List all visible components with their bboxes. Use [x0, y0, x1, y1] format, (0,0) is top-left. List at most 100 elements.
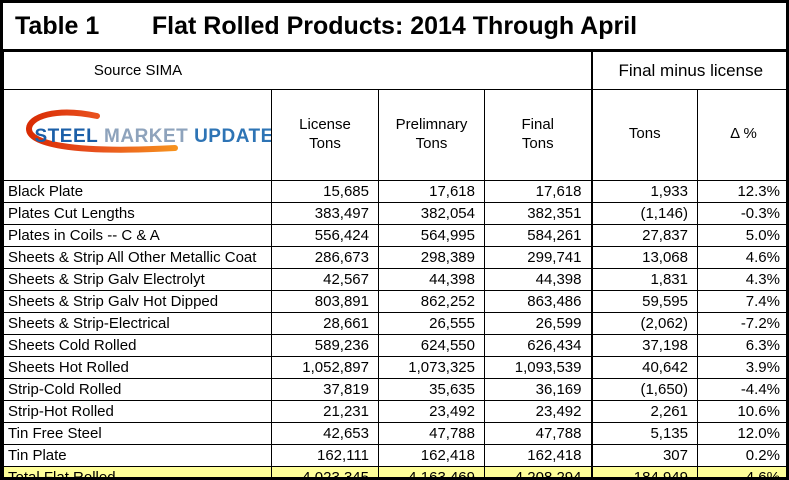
page-title: Flat Rolled Products: 2014 Through April	[151, 11, 638, 40]
final-minus-license-tons-cell: 27,837	[590, 223, 698, 247]
final-minus-license-tons-cell: 5,135	[590, 421, 698, 445]
subheader-row: Source SIMA Final minus license	[3, 51, 786, 90]
product-name-cell: Black Plate	[3, 179, 272, 203]
license-tons-cell: 21,231	[271, 399, 379, 423]
delta-percent-cell: 4.6%	[697, 245, 786, 269]
product-name-cell: Sheets & Strip-Electrical	[3, 311, 272, 335]
license-tons-cell: 28,661	[271, 311, 379, 335]
product-name-cell: Sheets Hot Rolled	[3, 355, 272, 379]
final-minus-license-tons-cell: (2,062)	[590, 311, 698, 335]
column-header-row: STEEL MARKET UPDATE License Tons Prelimn…	[3, 89, 786, 181]
product-name-cell: Sheets & Strip All Other Metallic Coat	[3, 245, 272, 269]
table-body: Black Plate 15,685 17,618 17,618 1,933 1…	[3, 179, 786, 477]
delta-percent-cell: 0.2%	[697, 443, 786, 467]
final-minus-license-tons-cell: 1,933	[590, 179, 698, 203]
preliminary-tons-cell: 44,398	[378, 267, 485, 291]
source-label: Source SIMA	[93, 62, 183, 79]
product-name-cell: Tin Free Steel	[3, 421, 272, 445]
preliminary-tons-cell: 862,252	[378, 289, 485, 313]
product-name-cell: Plates in Coils -- C & A	[3, 223, 272, 247]
final-minus-license-label: Final minus license	[590, 51, 786, 90]
table-row: Tin Plate 162,111 162,418 162,418 307 0.…	[3, 443, 786, 467]
product-name-cell: Sheets & Strip Galv Electrolyt	[3, 267, 272, 291]
final-tons-cell: 44,398	[484, 267, 592, 291]
table-row: Sheets Hot Rolled 1,052,897 1,073,325 1,…	[3, 355, 786, 379]
final-tons-cell: 1,093,539	[484, 355, 592, 379]
product-name-cell: Total Flat Rolled	[3, 465, 272, 477]
preliminary-tons-cell: 35,635	[378, 377, 485, 401]
preliminary-tons-cell: 382,054	[378, 201, 485, 225]
license-tons-cell: 803,891	[271, 289, 379, 313]
delta-percent-cell: 12.0%	[697, 421, 786, 445]
final-tons-cell: 47,788	[484, 421, 592, 445]
final-tons-cell: 36,169	[484, 377, 592, 401]
final-tons-cell: 4,208,294	[484, 465, 592, 477]
product-name-cell: Tin Plate	[3, 443, 272, 467]
final-minus-license-tons-cell: (1,146)	[590, 201, 698, 225]
final-tons-cell: 382,351	[484, 201, 592, 225]
license-tons-cell: 42,567	[271, 267, 379, 291]
logo-update: UPDATE	[194, 125, 272, 147]
logo-steel: STEEL	[34, 125, 99, 147]
preliminary-tons-cell: 564,995	[378, 223, 485, 247]
delta-percent-cell: 10.6%	[697, 399, 786, 423]
delta-percent-cell: 3.9%	[697, 355, 786, 379]
product-name-cell: Strip-Cold Rolled	[3, 377, 272, 401]
preliminary-tons-cell: 624,550	[378, 333, 485, 357]
final-minus-license-tons-cell: 13,068	[590, 245, 698, 269]
delta-percent-cell: -7.2%	[697, 311, 786, 335]
table-row: Total Flat Rolled 4,023,345 4,163,469 4,…	[3, 465, 786, 477]
final-minus-license-tons-cell: (1,650)	[590, 377, 698, 401]
product-name-cell: Sheets & Strip Galv Hot Dipped	[3, 289, 272, 313]
license-tons-cell: 42,653	[271, 421, 379, 445]
final-tons-cell: 626,434	[484, 333, 592, 357]
title-bar: Table 1 Flat Rolled Products: 2014 Throu…	[3, 3, 786, 51]
license-tons-cell: 15,685	[271, 179, 379, 203]
table-grid: Source SIMA Final minus license	[3, 51, 786, 477]
col-header-tons: Tons	[590, 89, 698, 181]
final-tons-cell: 17,618	[484, 179, 592, 203]
final-tons-cell: 23,492	[484, 399, 592, 423]
table-row: Strip-Cold Rolled 37,819 35,635 36,169 (…	[3, 377, 786, 401]
preliminary-tons-cell: 47,788	[378, 421, 485, 445]
product-name-cell: Plates Cut Lengths	[3, 201, 272, 225]
table-row: Sheets & Strip Galv Electrolyt 42,567 44…	[3, 267, 786, 291]
final-minus-license-tons-cell: 2,261	[590, 399, 698, 423]
final-tons-cell: 299,741	[484, 245, 592, 269]
table-row: Sheets & Strip Galv Hot Dipped 803,891 8…	[3, 289, 786, 313]
table-row: Black Plate 15,685 17,618 17,618 1,933 1…	[3, 179, 786, 203]
final-minus-license-tons-cell: 1,831	[590, 267, 698, 291]
delta-percent-cell: 4.6%	[697, 465, 786, 477]
logo-text: STEEL MARKET UPDATE	[34, 125, 272, 149]
final-tons-cell: 26,599	[484, 311, 592, 335]
logo-cell: STEEL MARKET UPDATE	[3, 89, 272, 181]
preliminary-tons-cell: 162,418	[378, 443, 485, 467]
delta-percent-cell: 12.3%	[697, 179, 786, 203]
delta-percent-cell: 7.4%	[697, 289, 786, 313]
logo-swoosh-icon	[25, 109, 178, 153]
table-label: Table 1	[15, 11, 100, 40]
delta-percent-cell: 4.3%	[697, 267, 786, 291]
logo-market: MARKET	[104, 125, 189, 147]
table-row: Plates in Coils -- C & A 556,424 564,995…	[3, 223, 786, 247]
license-tons-cell: 383,497	[271, 201, 379, 225]
final-tons-cell: 584,261	[484, 223, 592, 247]
delta-percent-cell: 5.0%	[697, 223, 786, 247]
license-tons-cell: 1,052,897	[271, 355, 379, 379]
license-tons-cell: 4,023,345	[271, 465, 379, 477]
final-minus-license-tons-cell: 37,198	[590, 333, 698, 357]
license-tons-cell: 556,424	[271, 223, 379, 247]
final-minus-license-tons-cell: 40,642	[590, 355, 698, 379]
delta-percent-cell: -0.3%	[697, 201, 786, 225]
final-tons-cell: 863,486	[484, 289, 592, 313]
license-tons-cell: 162,111	[271, 443, 379, 467]
table-row: Strip-Hot Rolled 21,231 23,492 23,492 2,…	[3, 399, 786, 423]
license-tons-cell: 37,819	[271, 377, 379, 401]
delta-percent-cell: 6.3%	[697, 333, 786, 357]
table-row: Sheets & Strip All Other Metallic Coat 2…	[3, 245, 786, 269]
col-header-final-tons: Final Tons	[484, 89, 592, 181]
preliminary-tons-cell: 4,163,469	[378, 465, 485, 477]
license-tons-cell: 589,236	[271, 333, 379, 357]
table-row: Plates Cut Lengths 383,497 382,054 382,3…	[3, 201, 786, 225]
